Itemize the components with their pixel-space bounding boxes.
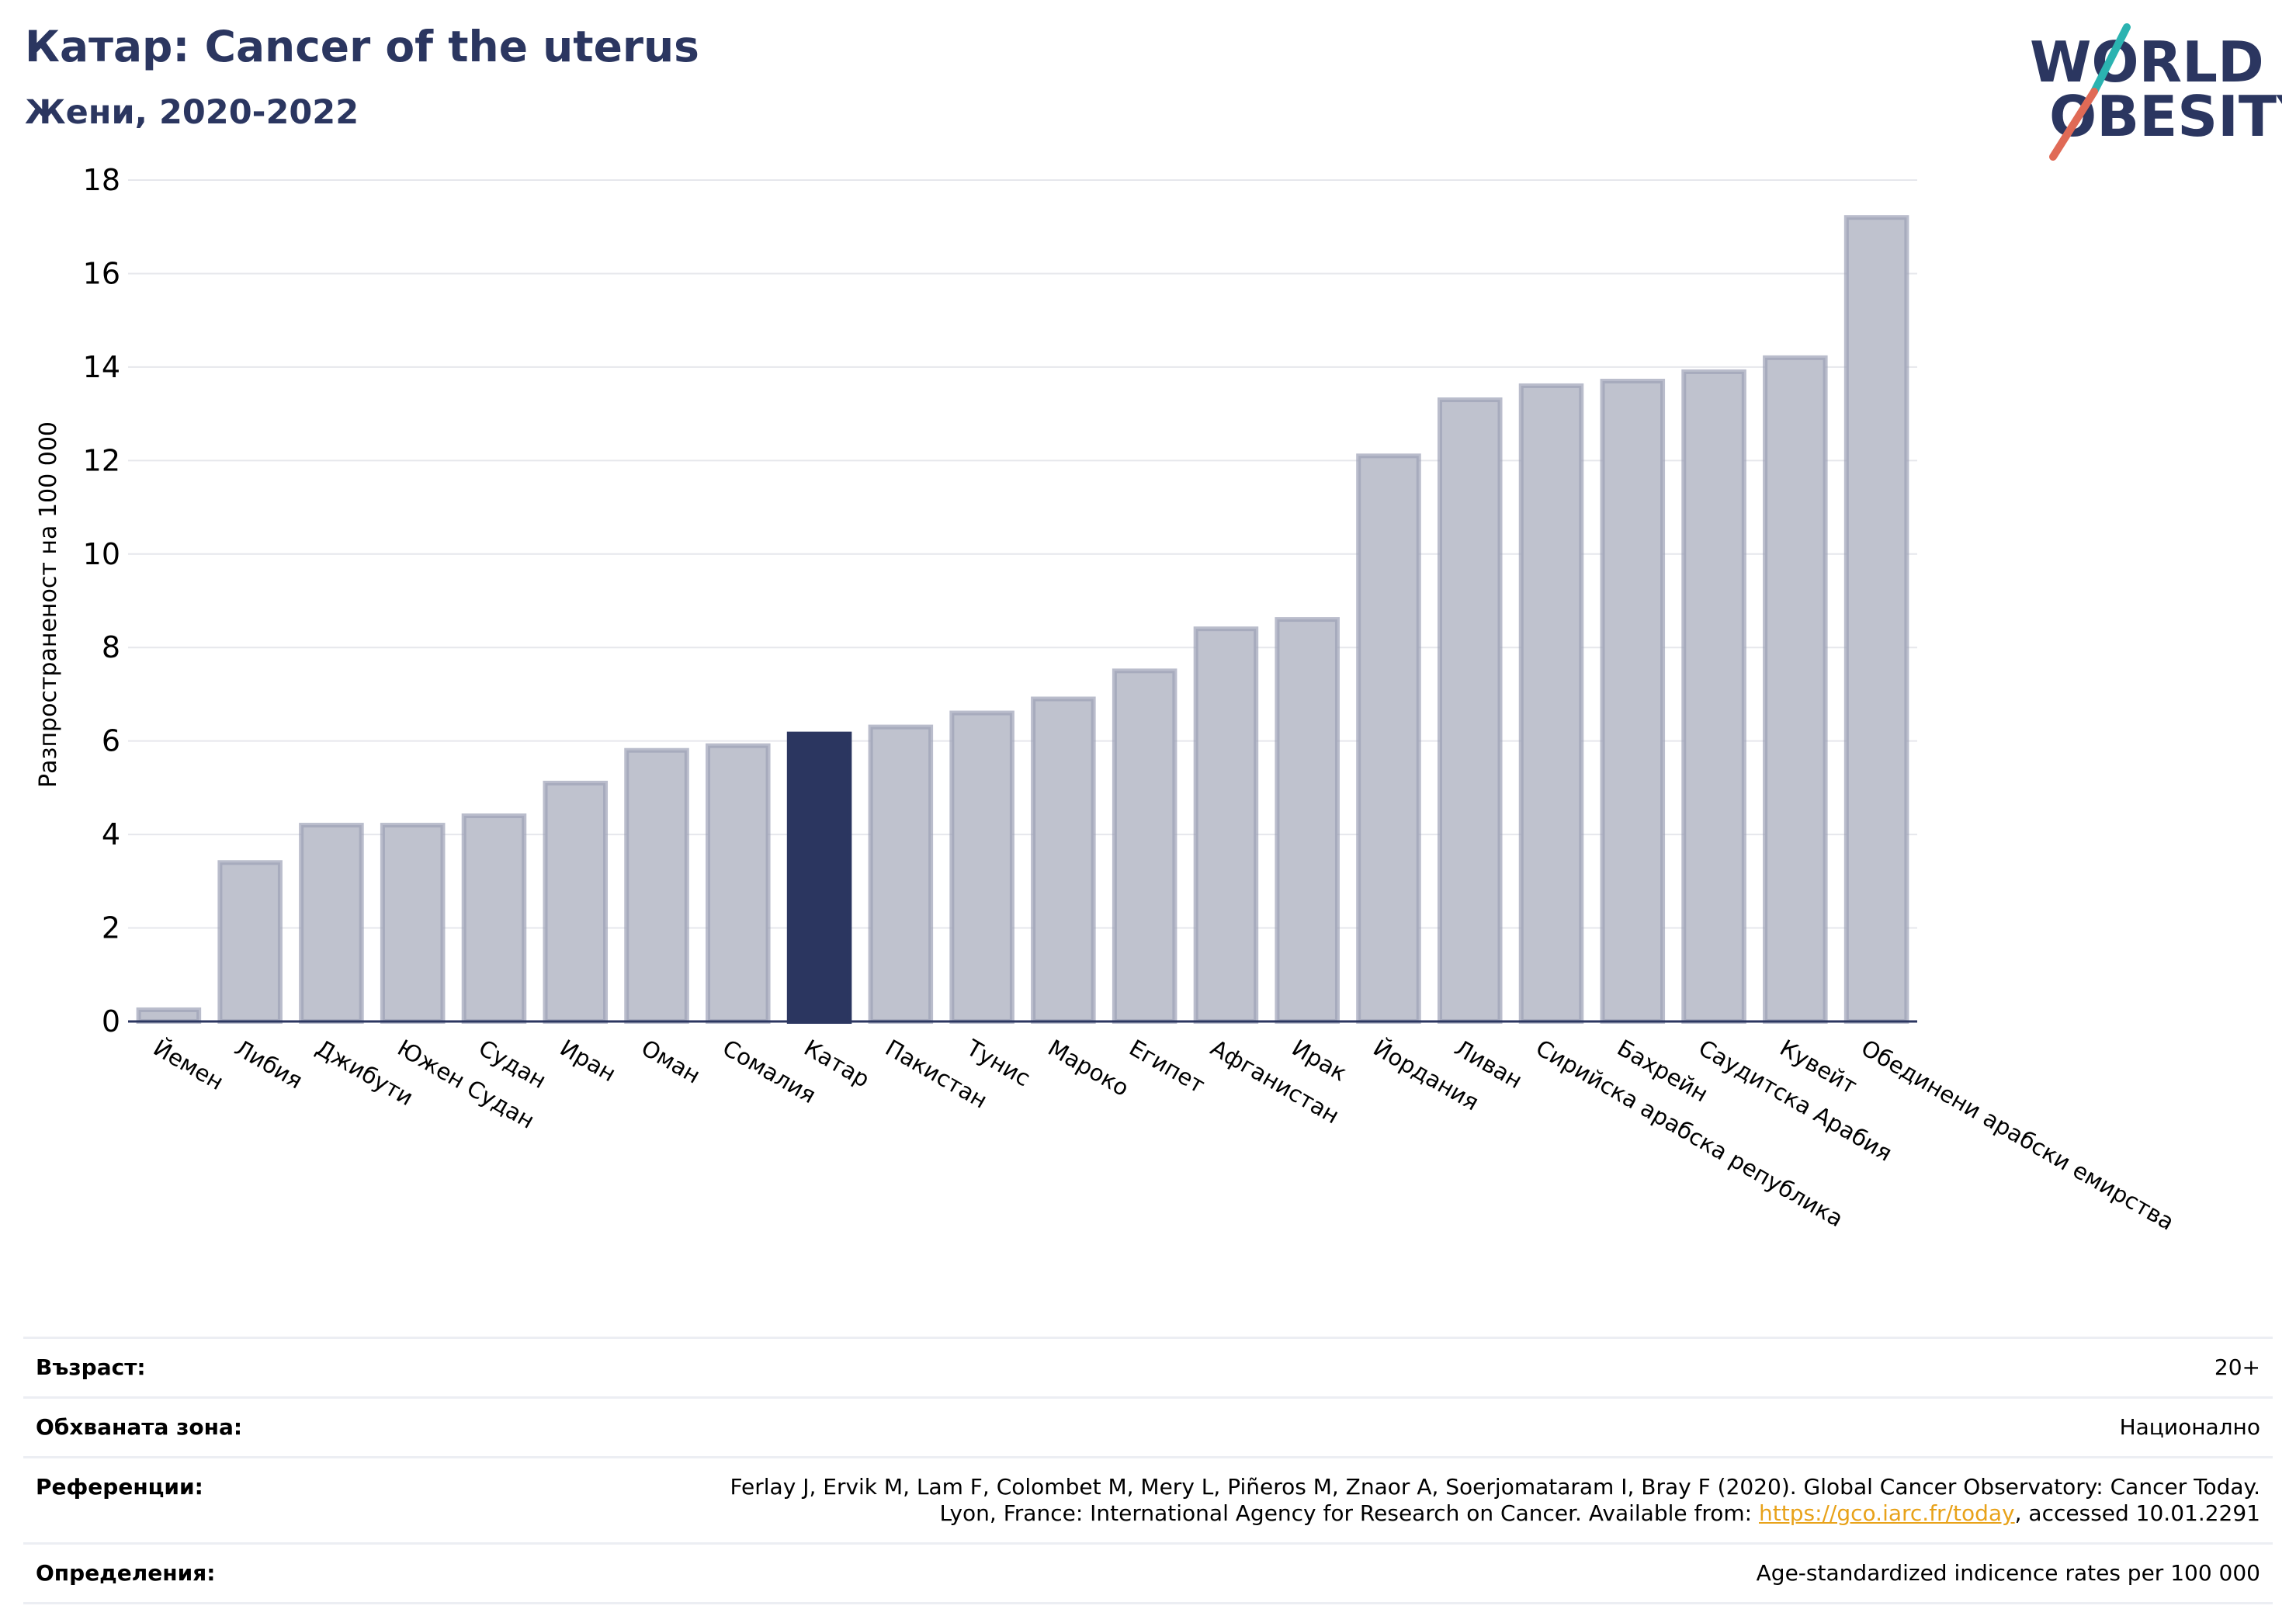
- y-tick-label: 14: [83, 350, 120, 384]
- bar: [299, 823, 364, 1024]
- info-row-definitions: Определения: Age-standardized indicence …: [23, 1542, 2273, 1604]
- bar: [1193, 626, 1259, 1025]
- info-value-references: Ferlay J, Ervik M, Lam F, Colombet M, Me…: [730, 1474, 2260, 1527]
- x-tick-label: Обединени арабски емирства: [1857, 1035, 2179, 1236]
- x-tick-label: Йемен: [149, 1035, 228, 1096]
- x-tick-label: Мароко: [1043, 1035, 1133, 1102]
- y-tick-label: 10: [83, 537, 120, 571]
- page-title: Катар: Cancer of the uterus: [25, 22, 699, 71]
- bar: [1600, 378, 1666, 1024]
- logo-slash-coral: [2049, 88, 2098, 161]
- x-tick-label: Южен Судан: [393, 1035, 539, 1134]
- bar: [1763, 355, 1828, 1025]
- page-subtitle: Жени, 2020-2022: [25, 93, 359, 132]
- reference-line-2-pre: Lyon, France: International Agency for R…: [939, 1500, 1759, 1526]
- bar: [136, 1007, 202, 1025]
- bar: [1681, 369, 1746, 1024]
- x-tick-label: Египет: [1125, 1035, 1209, 1099]
- info-row-references: Референции: Ferlay J, Ervik M, Lam F, Co…: [23, 1456, 2273, 1542]
- info-value-definitions: Age-standardized indicence rates per 100…: [1756, 1560, 2260, 1586]
- info-table: Възраст: 20+ Обхваната зона: Национално …: [23, 1337, 2273, 1604]
- bar: [1356, 453, 1421, 1024]
- y-axis-label: Разпространеност на 100 000: [35, 421, 62, 788]
- bar: [868, 724, 934, 1024]
- info-label-area: Обхваната зона:: [36, 1414, 243, 1440]
- y-tick-label: 0: [102, 1004, 120, 1039]
- bar: [706, 743, 771, 1024]
- bar-chart: 0 2 4 6 8 10 12 14 16 18 Разпространеност на 100 0…: [35, 163, 2179, 1236]
- y-tick-label: 12: [83, 443, 120, 477]
- bar: [1843, 215, 1909, 1025]
- bar: [624, 747, 689, 1024]
- info-label-age: Възраст:: [36, 1354, 146, 1380]
- bar: [461, 813, 527, 1024]
- reference-line-2-post: , accessed 10.01.2291: [2014, 1500, 2260, 1526]
- info-label-definitions: Определения:: [36, 1560, 216, 1586]
- bar: [949, 710, 1014, 1024]
- bar: [786, 731, 852, 1025]
- reference-line-1: Ferlay J, Ervik M, Lam F, Colombet M, Me…: [730, 1474, 2260, 1500]
- bar: [1112, 668, 1177, 1024]
- x-tick-label: Либия: [231, 1035, 307, 1094]
- x-tick-label: Оман: [637, 1035, 706, 1089]
- y-tick-label: 8: [102, 630, 120, 664]
- y-tick-label: 6: [102, 724, 120, 758]
- x-tick-label: Сомалия: [718, 1035, 820, 1109]
- reference-link[interactable]: https://gco.iarc.fr/today: [1759, 1500, 2015, 1526]
- info-label-references: Референции:: [36, 1474, 203, 1500]
- info-value-area: Национално: [2119, 1414, 2260, 1440]
- logo-text-world: WORLD: [2030, 29, 2264, 95]
- bar: [1518, 383, 1584, 1024]
- info-row-area: Обхваната зона: Национално: [23, 1396, 2273, 1456]
- y-tick-label: 4: [102, 817, 120, 851]
- bar: [543, 780, 609, 1024]
- bar: [380, 823, 446, 1024]
- x-tick-label: Иран: [556, 1035, 621, 1087]
- y-tick-label: 16: [83, 256, 120, 290]
- logo-slash-teal: [2090, 23, 2131, 95]
- bar: [1437, 397, 1503, 1024]
- bar: [1031, 696, 1096, 1024]
- info-value-age: 20+: [2214, 1354, 2260, 1380]
- bar: [217, 860, 283, 1024]
- bar: [1275, 617, 1340, 1024]
- y-tick-label: 18: [83, 163, 120, 197]
- info-row-age: Възраст: 20+: [23, 1337, 2273, 1396]
- world-obesity-logo: WORLD OBESITY: [2030, 23, 2282, 161]
- y-tick-label: 2: [102, 911, 120, 945]
